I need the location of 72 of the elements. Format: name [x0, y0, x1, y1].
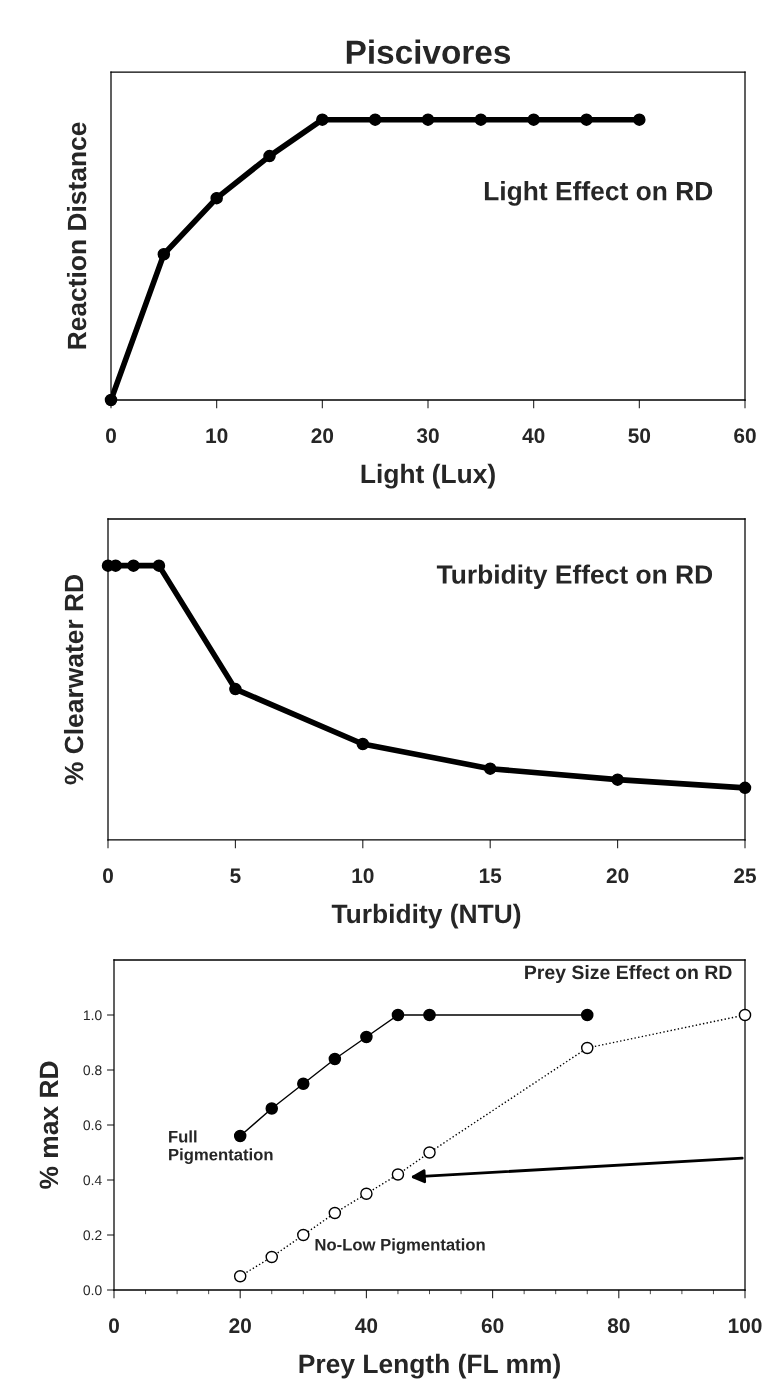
x-tick-label: 20	[606, 868, 629, 884]
point	[580, 113, 593, 126]
x-tick-label: 100	[728, 1318, 762, 1334]
point	[360, 1030, 373, 1044]
x-axis-title: Turbidity (NTU)	[331, 903, 521, 929]
annotation: Prey Size Effect on RD	[525, 964, 732, 984]
y-tick-label: 1.0	[83, 1010, 102, 1021]
point	[483, 762, 497, 775]
x-tick-label: 10	[206, 428, 228, 444]
x-tick-label: 5	[230, 868, 241, 884]
x-tick-label: 15	[479, 868, 502, 884]
point	[633, 113, 646, 126]
y-axis-title: Reaction Distance	[66, 122, 87, 349]
x-tick-label: 25	[734, 868, 757, 884]
annotation: Turbidity Effect on RD	[436, 564, 713, 590]
x-tick-label: 50	[628, 428, 651, 444]
series-label: Full Pigmentation	[169, 1130, 273, 1164]
point	[297, 1228, 310, 1242]
point	[316, 113, 329, 126]
series-label: No-Low Pigmentation	[315, 1238, 485, 1254]
x-tick-label: 80	[607, 1318, 630, 1334]
x-tick-label: 20	[311, 428, 334, 444]
chart-title: Piscivores	[346, 39, 511, 64]
x-tick-label: 60	[481, 1318, 504, 1334]
point	[229, 682, 242, 696]
point	[360, 1187, 373, 1201]
x-tick-label: 20	[229, 1318, 251, 1334]
point	[265, 1250, 279, 1264]
annotation: Light Effect on RD	[484, 181, 713, 206]
x-tick-label: 40	[522, 428, 545, 444]
y-tick-label: 0.8	[83, 1065, 102, 1076]
point	[297, 1077, 310, 1091]
x-tick-label: 10	[352, 868, 374, 884]
y-axis-title: % Clearwater RD	[63, 575, 84, 785]
y-tick-label: 0.0	[83, 1285, 102, 1296]
x-tick-label: 0	[106, 428, 116, 444]
y-axis-title: % max RD	[39, 1061, 59, 1189]
point	[233, 1129, 247, 1143]
x-tick-label: 60	[734, 428, 756, 444]
x-tick-label: 0	[109, 1318, 119, 1334]
point	[580, 1008, 594, 1022]
point	[391, 1168, 405, 1181]
x-tick-label: 0	[103, 868, 113, 884]
x-axis-title: Prey Length (FL mm)	[299, 1353, 560, 1379]
point	[423, 1146, 436, 1159]
point	[738, 781, 752, 795]
point	[152, 559, 166, 572]
point	[104, 393, 118, 407]
point	[356, 737, 370, 751]
point	[263, 149, 276, 163]
x-tick-label: 30	[416, 428, 439, 444]
point	[233, 1269, 247, 1283]
point	[265, 1102, 279, 1115]
point	[328, 1206, 342, 1220]
point	[328, 1052, 342, 1066]
point	[474, 113, 488, 126]
point	[210, 191, 223, 205]
point	[611, 773, 624, 786]
point	[391, 1008, 405, 1022]
point	[157, 247, 171, 261]
point	[738, 1008, 752, 1022]
y-tick-label: 0.6	[83, 1120, 102, 1131]
y-tick-label: 0.2	[83, 1230, 102, 1241]
point	[527, 113, 540, 126]
point	[580, 1041, 594, 1055]
point	[421, 113, 435, 126]
point	[423, 1008, 436, 1022]
y-tick-label: 0.4	[83, 1175, 102, 1186]
x-axis-title: Light (Lux)	[361, 463, 495, 489]
x-tick-label: 40	[355, 1318, 378, 1334]
point	[127, 559, 140, 572]
point	[368, 113, 382, 126]
